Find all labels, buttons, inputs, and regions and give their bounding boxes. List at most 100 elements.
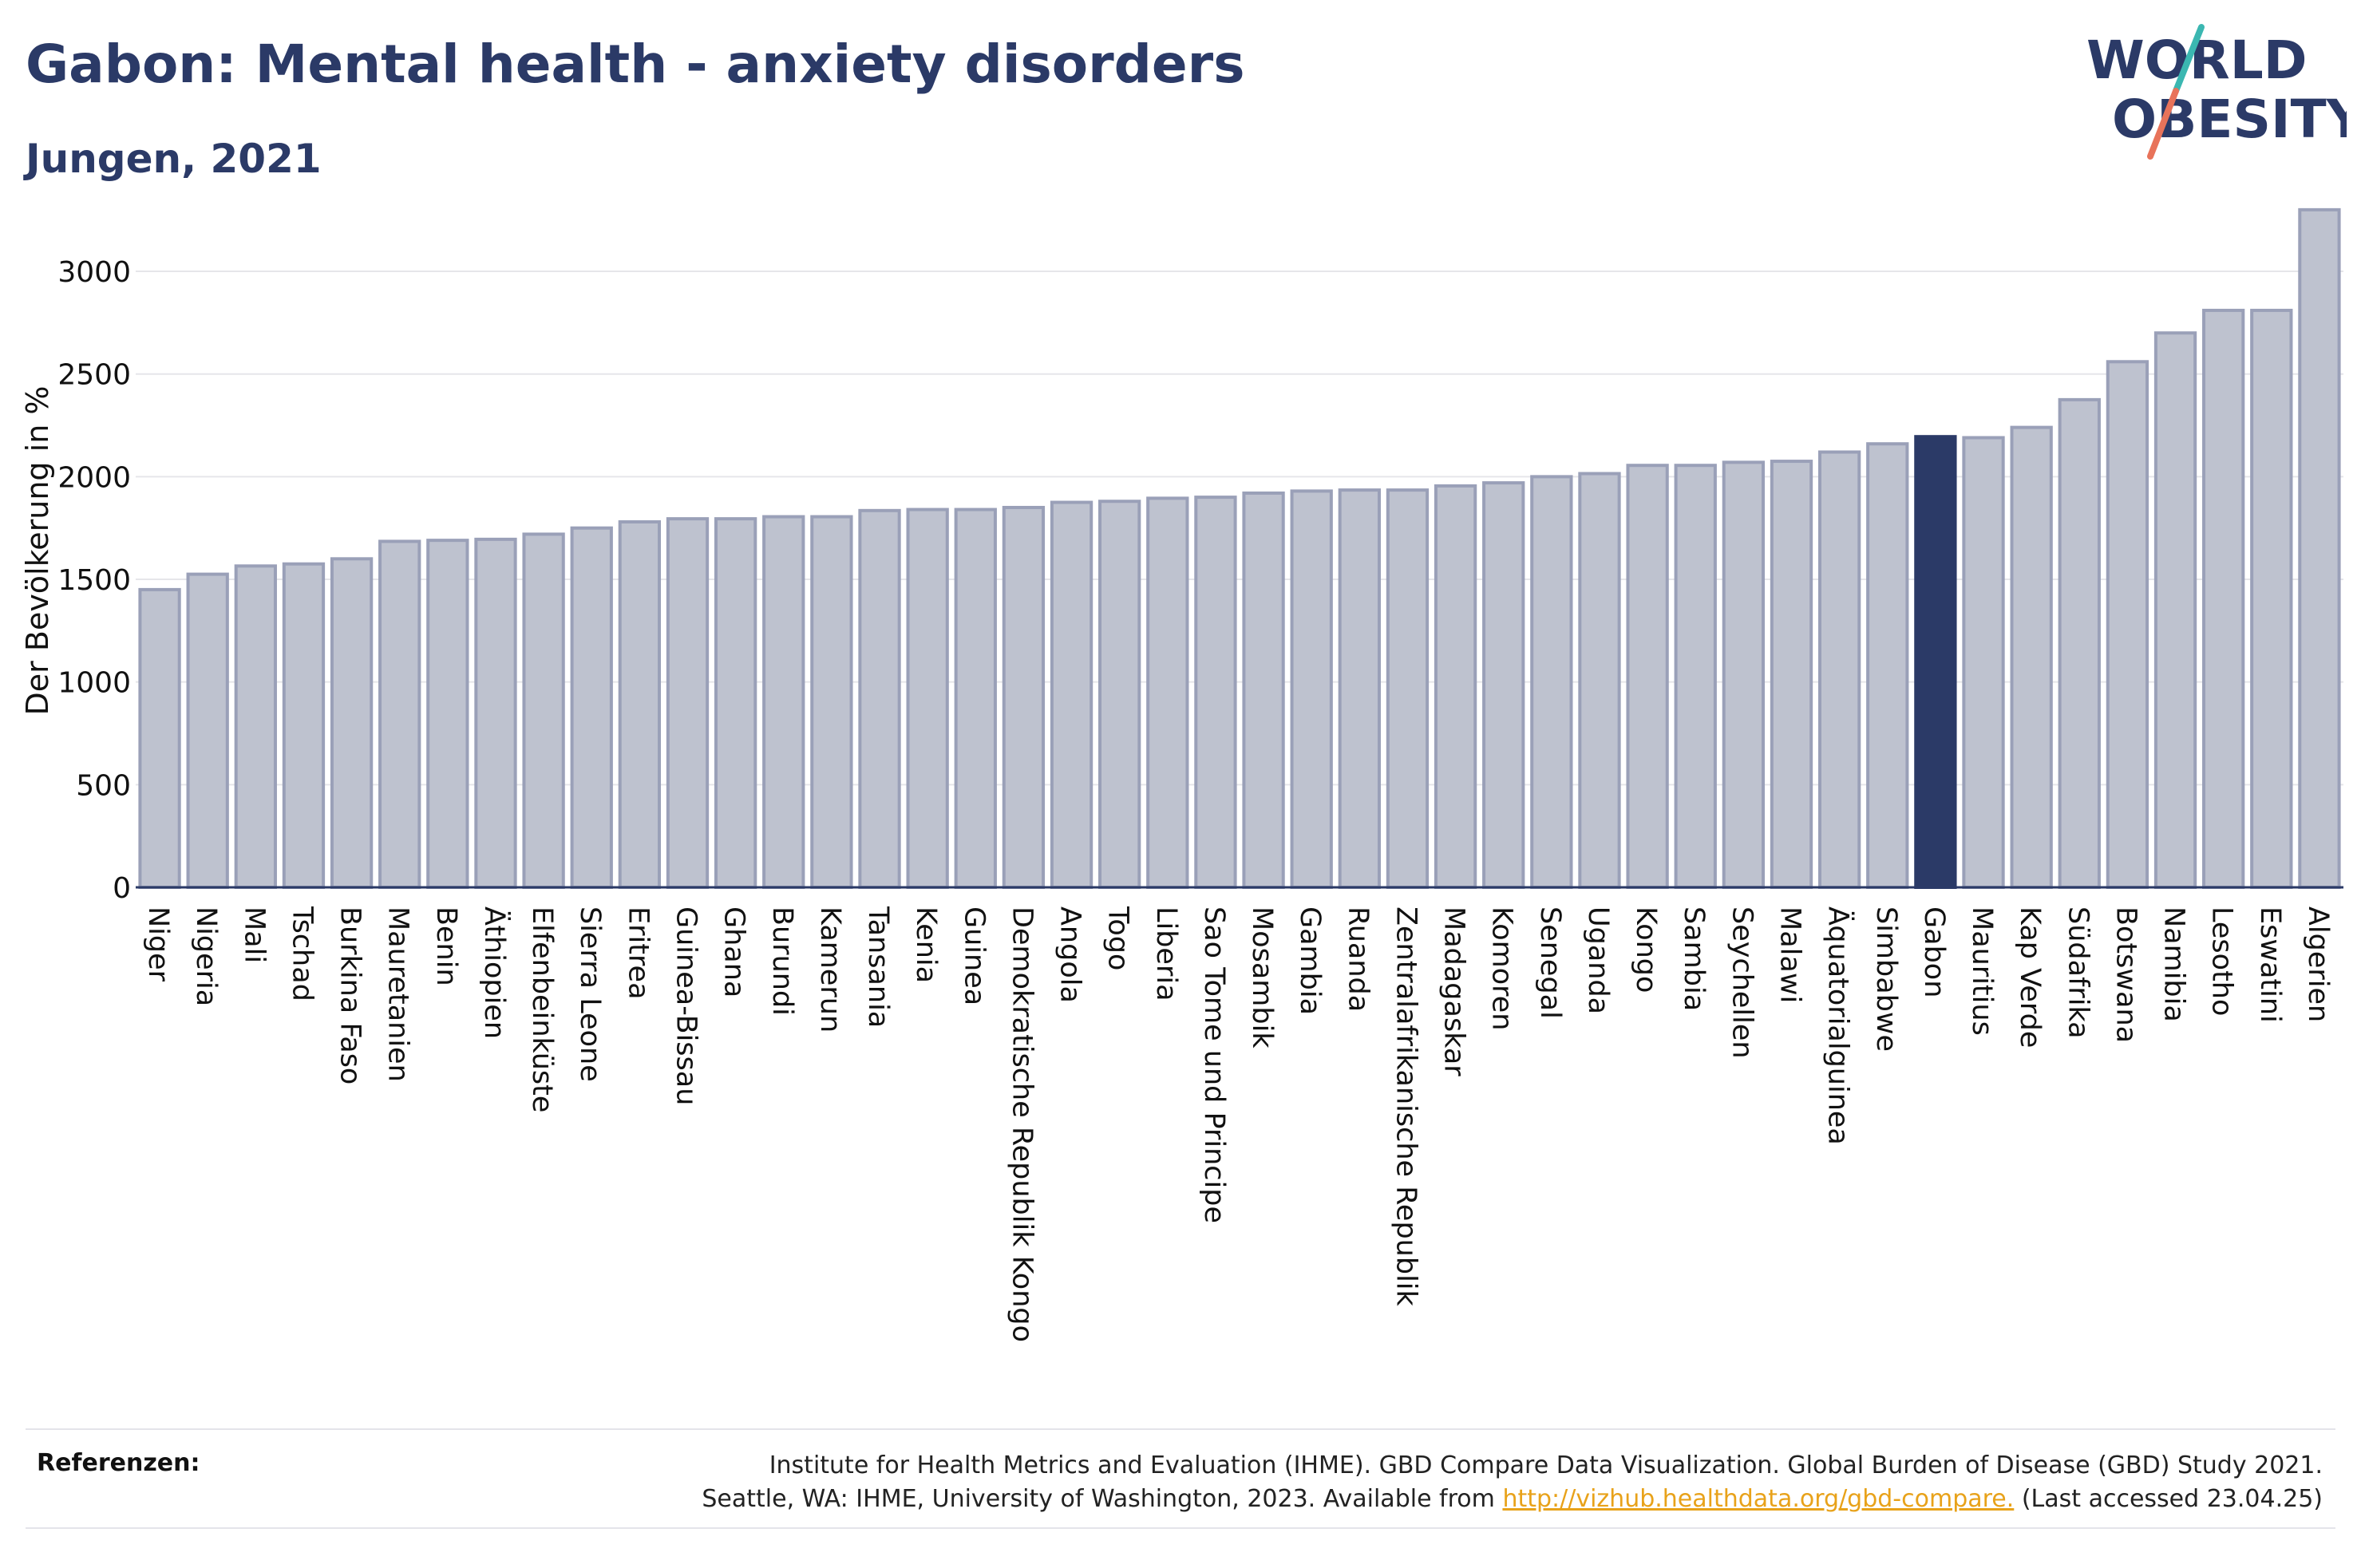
bar xyxy=(2058,397,2101,889)
bar xyxy=(1674,464,1717,889)
x-tick-label: Angola xyxy=(1054,906,1086,1003)
bar xyxy=(1722,460,1766,889)
x-tick-label: Burkina Faso xyxy=(334,906,366,1084)
bar xyxy=(570,526,613,889)
x-tick-label: Sambia xyxy=(1678,906,1710,1011)
x-tick-label: Ghana xyxy=(718,906,750,997)
x-tick-label: Eswatini xyxy=(2254,906,2286,1023)
references-box: Referenzen: Institute for Health Metrics… xyxy=(26,1428,2335,1529)
y-tick-label: 2500 xyxy=(57,359,131,392)
x-tick-label: Niger xyxy=(142,906,174,982)
references-line-2-end: (Last accessed 23.04.25) xyxy=(2021,1485,2323,1513)
x-tick-label: Liberia xyxy=(1150,906,1182,1001)
references-line-2: Seattle, WA: IHME, University of Washing… xyxy=(702,1483,2323,1516)
x-tick-label: Nigeria xyxy=(190,906,222,1006)
x-tick-label: Mauritius xyxy=(1966,906,1998,1036)
bar xyxy=(1962,436,2005,889)
bar xyxy=(1194,496,1237,889)
bar xyxy=(1626,464,1669,889)
y-tick-label: 1000 xyxy=(57,667,131,700)
y-tick-label: 500 xyxy=(76,769,131,802)
x-tick-label: Komoren xyxy=(1486,906,1518,1030)
x-tick-label: Uganda xyxy=(1582,906,1614,1014)
x-tick-label: Tschad xyxy=(286,906,318,1001)
bar xyxy=(2250,308,2293,889)
bar xyxy=(330,557,374,890)
x-tick-label: Lesotho xyxy=(2206,906,2238,1016)
bar xyxy=(474,537,517,890)
bar xyxy=(1050,500,1093,889)
x-tick-label: Demokratische Republik Kongo xyxy=(1006,906,1038,1342)
y-tick-label: 3000 xyxy=(57,256,131,289)
logo-slash-teal-icon xyxy=(2173,24,2205,94)
x-tick-label: Mali xyxy=(238,906,270,963)
bar xyxy=(522,532,565,889)
bar xyxy=(1146,496,1189,889)
y-tick-label: 0 xyxy=(113,872,131,905)
y-axis-ticks: 0 500 1000 1500 2000 2500 3000 xyxy=(57,256,131,905)
x-tick-label: Südafrika xyxy=(2062,906,2094,1039)
x-tick-label: Eritrea xyxy=(622,906,654,1000)
chart-title: Gabon: Mental health - anxiety disorders xyxy=(26,34,1245,95)
bar xyxy=(762,515,805,889)
x-tick-label: Äthiopien xyxy=(478,906,512,1039)
bar xyxy=(1242,491,1285,889)
x-tick-label: Kap Verde xyxy=(2014,906,2046,1048)
bar xyxy=(1530,475,1573,889)
y-tick-label: 1500 xyxy=(57,564,131,597)
x-tick-label: Guinea-Bissau xyxy=(670,906,702,1105)
y-axis-label: Der Bevölkerung in % xyxy=(20,386,55,716)
x-tick-label: Mauretanien xyxy=(382,906,414,1082)
x-tick-label: Guinea xyxy=(958,906,990,1005)
bar xyxy=(2202,308,2245,889)
bar xyxy=(1817,450,1861,889)
logo-line-2: OBESITY xyxy=(2112,89,2347,150)
bar xyxy=(1770,460,1813,889)
bar xyxy=(810,515,853,889)
x-tick-label: Benin xyxy=(430,906,462,986)
x-tick-label: Sao Tome und Principe xyxy=(1198,906,1230,1223)
x-tick-label: Zentralafrikanische Republik xyxy=(1390,906,1422,1307)
bar-chart: 0 500 1000 1500 2000 2500 3000 Niger Nigeria Mal… xyxy=(20,207,2343,1342)
bar xyxy=(2010,425,2053,889)
bar xyxy=(378,539,421,889)
x-tick-label: Kamerun xyxy=(814,906,846,1033)
x-tick-label: Sierra Leone xyxy=(574,906,606,1082)
x-tick-label: Kenia xyxy=(910,906,942,983)
x-tick-label: Senegal xyxy=(1534,906,1566,1019)
bar xyxy=(954,508,997,889)
references-line-1: Institute for Health Metrics and Evaluat… xyxy=(769,1451,2323,1479)
chart-subtitle: Jungen, 2021 xyxy=(26,136,322,182)
x-tick-label: Gabon xyxy=(1918,906,1950,997)
bar xyxy=(714,517,757,889)
x-tick-label: Kongo xyxy=(1630,906,1662,993)
x-tick-label: Ruanda xyxy=(1342,906,1374,1012)
bar xyxy=(1002,505,1046,889)
bar xyxy=(906,508,949,889)
bar xyxy=(426,539,469,890)
bar xyxy=(1290,489,1333,889)
x-tick-label: Seychellen xyxy=(1726,906,1758,1059)
x-axis-labels: Niger Nigeria Mali Tschad Burkina Faso Mauret… xyxy=(142,906,2334,1342)
bar xyxy=(2298,207,2341,889)
bar xyxy=(1338,488,1381,889)
references-label: Referenzen: xyxy=(37,1449,200,1477)
bar xyxy=(282,562,326,889)
bar xyxy=(1386,488,1430,889)
bar xyxy=(666,517,710,889)
x-tick-label: Äquatorialguinea xyxy=(1822,906,1856,1145)
x-tick-label: Tansania xyxy=(862,906,894,1028)
references-link[interactable]: http://vizhub.healthdata.org/gbd-compare… xyxy=(1502,1485,2015,1513)
x-tick-label: Madagaskar xyxy=(1438,906,1470,1076)
bar-highlighted xyxy=(1914,435,1957,889)
world-obesity-logo: WORLD OBESITY xyxy=(2086,24,2347,160)
x-tick-label: Botswana xyxy=(2110,906,2142,1043)
x-tick-label: Namibia xyxy=(2158,906,2190,1022)
references-line-2-start: Seattle, WA: IHME, University of Washing… xyxy=(702,1485,1495,1513)
x-tick-label: Malawi xyxy=(1774,906,1806,1003)
bar xyxy=(234,564,277,890)
x-tick-label: Mosambik xyxy=(1246,906,1278,1049)
references-text: Institute for Health Metrics and Evaluat… xyxy=(702,1449,2323,1516)
logo-slash-coral-icon xyxy=(2147,88,2179,160)
y-tick-label: 2000 xyxy=(57,461,131,494)
